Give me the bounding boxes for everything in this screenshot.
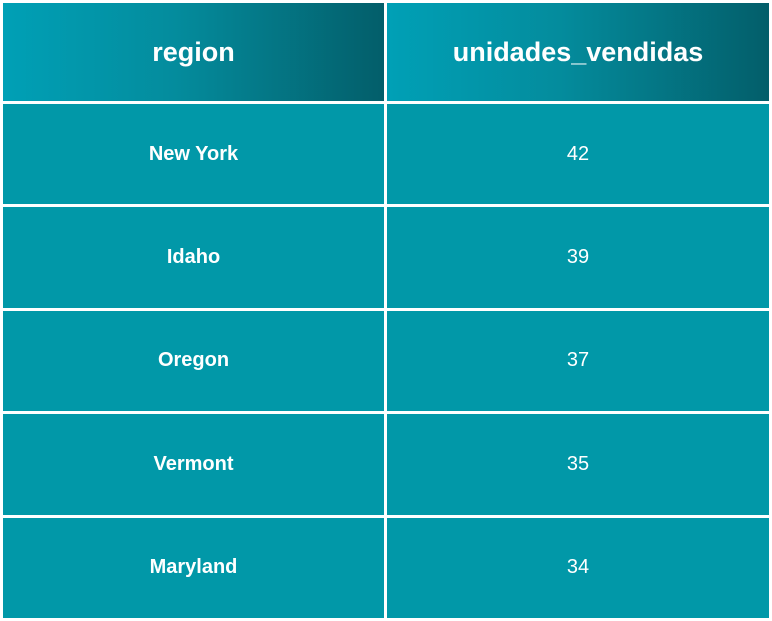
region-cell: New York [3, 104, 384, 205]
table-row: Oregon 37 [3, 310, 769, 412]
table-row: Maryland 34 [3, 517, 769, 618]
region-cell: Maryland [3, 517, 384, 618]
units-cell: 34 [387, 517, 769, 618]
units-cell: 39 [387, 207, 769, 308]
region-cell: Vermont [3, 414, 384, 515]
table-row: Idaho 39 [3, 207, 769, 308]
column-header-unidades-vendidas: unidades_vendidas [387, 3, 769, 101]
region-cell: Oregon [3, 310, 384, 412]
table-row: New York 42 [3, 104, 769, 205]
units-cell: 35 [387, 414, 769, 515]
units-cell: 42 [387, 104, 769, 205]
region-cell: Idaho [3, 207, 384, 308]
table-row: Vermont 35 [3, 414, 769, 515]
units-cell: 37 [387, 310, 769, 412]
column-header-region: region [3, 3, 384, 101]
header-row: region unidades_vendidas [3, 3, 769, 101]
